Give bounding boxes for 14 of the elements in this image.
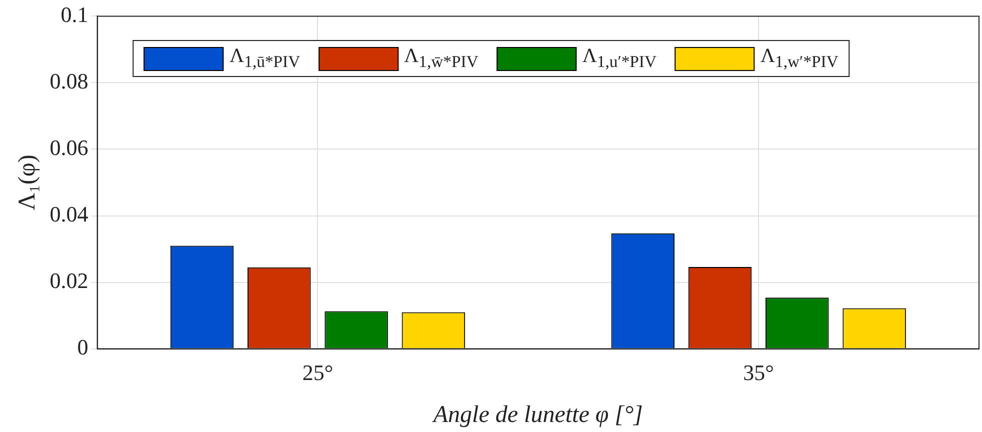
y-tick-label: 0.1 (60, 2, 88, 27)
x-tick-label: 35° (743, 360, 774, 385)
y-tick-label: 0.06 (50, 135, 88, 160)
y-tick-label: 0 (77, 334, 88, 360)
x-tick-label: 25° (302, 360, 334, 385)
legend-label: Λ$_{1,ū*PIV}$ (230, 45, 300, 72)
legend-label: Λ$_{1,u′*PIV}$ (582, 45, 657, 72)
y-tick-label: 0.04 (50, 202, 88, 227)
legend-label: Λ$_{1,w′*PIV}$ (760, 45, 838, 72)
legend-label: Λ$_{1,w̄*PIV}$ (404, 45, 478, 72)
y-axis-title: Λ₁(φ) (14, 154, 41, 210)
y-tick-label: 0.08 (50, 68, 88, 94)
x-axis-title: Angle de lunette φ [°] (431, 402, 643, 428)
y-tick-label: 0.02 (50, 268, 88, 294)
